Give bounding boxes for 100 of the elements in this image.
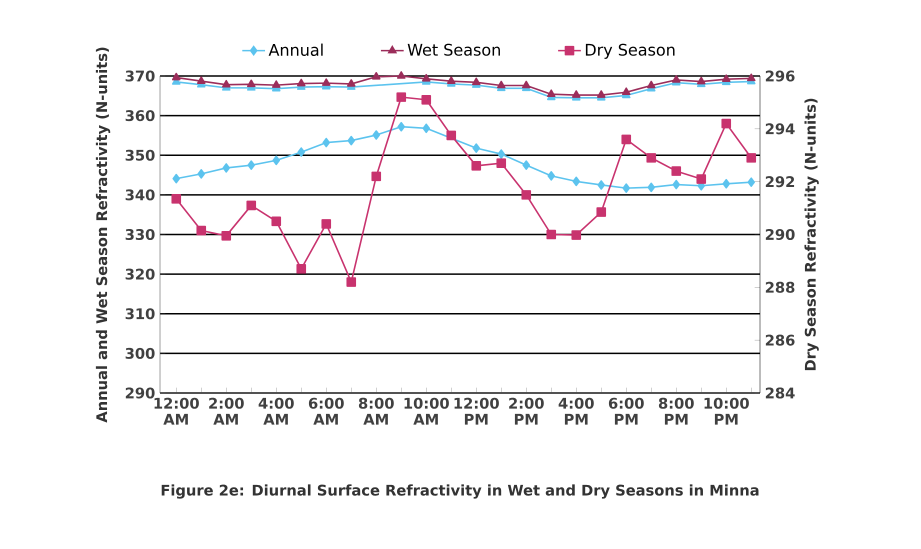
point [221,231,232,241]
y-tick-label: 360 [126,110,155,122]
y2-tick-label: 290 [766,228,795,240]
point [172,72,181,80]
point [746,153,756,163]
point [571,230,582,240]
y-tick-label: 340 [126,189,155,200]
x-tick-label: 12:00 AM [154,398,199,425]
point [272,80,281,88]
x-tick-label: 8:00 AM [358,398,394,425]
x-tick-label: 10:00 AM [404,398,449,425]
point [496,80,506,88]
point [322,78,331,86]
point [646,153,656,163]
point [546,89,556,98]
point [522,160,530,170]
point [497,149,506,159]
point [371,172,382,182]
x-tick-label: 4:00 PM [558,398,594,425]
point [746,74,756,82]
point [296,264,306,274]
y-tick-label: 290 [126,387,155,399]
point [172,174,180,184]
point [222,80,231,88]
point [246,200,256,210]
point [421,94,432,105]
y-tick-label: 300 [126,348,155,359]
point [696,174,706,184]
y2-axis-title: Dry Season Refractivity (N-units) [804,98,819,370]
point [422,74,431,82]
point [271,216,282,226]
y-tick-label: 320 [126,268,155,280]
legend-label: Dry Season [586,44,674,59]
point [296,78,306,86]
x-tick-label: 2:00 AM [209,398,244,425]
point [347,136,356,146]
y2-tick-label: 286 [766,334,795,346]
point [672,75,681,83]
text: Figure 2e: Diurnal Surface Refractivity in Wet and Dry Seasons in Minna [162,484,758,499]
point [521,190,532,200]
point [196,76,206,84]
point [471,161,482,171]
x-tick-label: 4:00 AM [258,398,294,425]
y-tick-label: 370 [126,70,155,82]
point [396,92,406,102]
point [272,156,280,166]
point [346,277,356,287]
y-axis-title: Annual and Wet Season Refractivity (N-units) [96,48,110,423]
point [247,160,256,170]
point [646,80,656,88]
y-tick-label: 330 [126,228,155,240]
point [672,180,680,190]
point [647,182,656,192]
point [297,147,306,157]
x-tick-label: 2:00 PM [509,398,544,425]
x-tick-label: 6:00 AM [308,398,344,425]
point [346,79,356,87]
x-tick-label: 10:00 PM [704,398,749,425]
point [197,169,206,179]
point [722,178,730,189]
point [422,124,430,134]
point [372,72,381,80]
point [747,177,756,187]
point [721,118,732,128]
point [196,226,206,236]
y2-tick-label: 284 [766,387,795,399]
point [246,80,256,88]
y-tick-label: 350 [126,150,155,161]
point [622,87,631,96]
point [696,76,706,84]
point [396,71,406,79]
point [572,90,581,98]
point [596,207,606,217]
point [222,163,230,173]
point [622,183,630,193]
x-tick-label: 8:00 PM [658,398,694,425]
x-tick-label: 6:00 PM [608,398,644,425]
point [572,176,580,186]
point [472,78,481,86]
point [722,74,731,82]
point [546,230,556,240]
point [547,171,556,181]
legend-label: Annual [268,44,323,56]
point [171,194,182,204]
y2-tick-label: 296 [766,70,795,82]
point [372,130,380,140]
point [397,122,406,132]
point [472,143,480,153]
point [446,130,456,140]
point [446,76,456,84]
point [321,219,332,229]
point [496,158,506,168]
y2-tick-label: 288 [766,282,794,293]
point [597,180,606,190]
y2-tick-label: 294 [766,123,795,134]
point [596,90,606,98]
legend-label: Wet Season [408,44,500,56]
point [621,134,632,144]
point [322,138,330,148]
point [522,80,531,88]
